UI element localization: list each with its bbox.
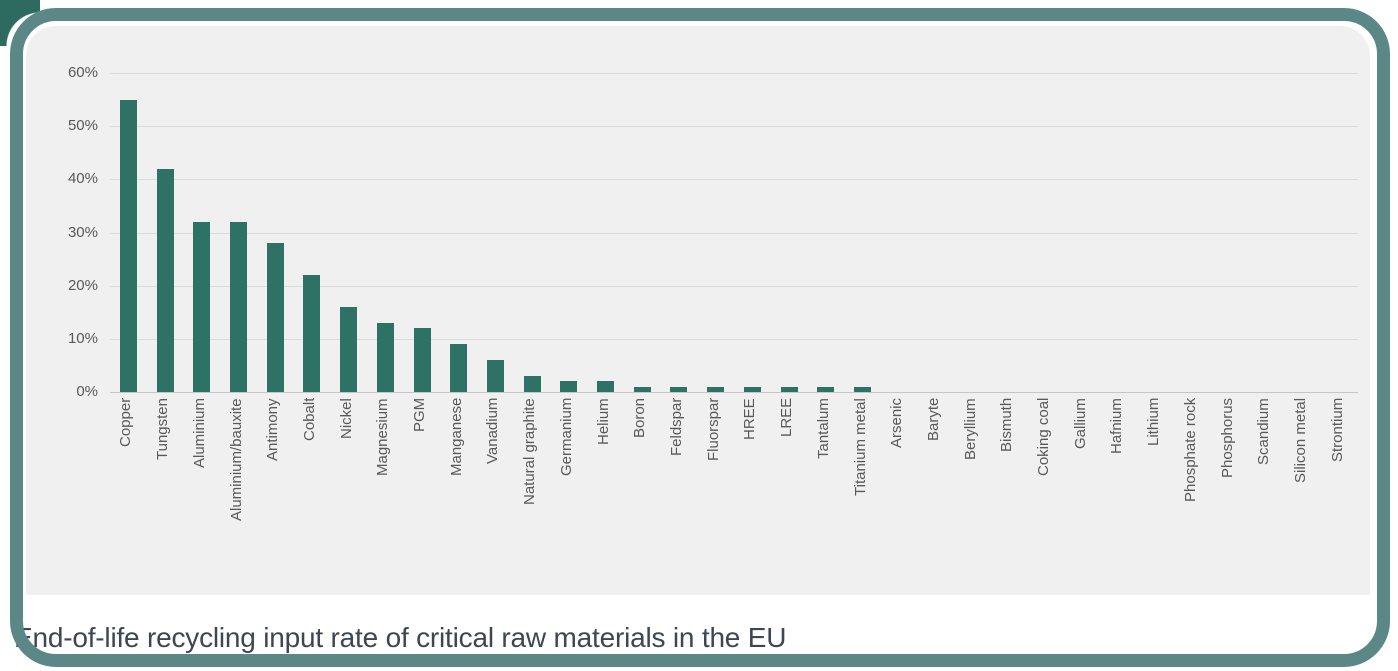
x-category-label: Lithium [1145,398,1163,447]
y-tick-label: 60% [67,64,98,81]
bar-pgm [413,328,431,392]
bar-manganese [450,344,468,392]
bar-fluorspar [707,386,725,392]
x-axis-category-labels: Copper Tungsten Aluminium Aluminium/bauxite… [110,398,1358,594]
x-category-label: Baryte [924,398,942,442]
x-category-label: Feldspar [667,398,685,457]
x-category-label: Manganese [447,398,465,477]
bar-tungsten [156,168,174,392]
bar-aluminium [193,221,211,392]
x-category-label: Nickel [337,398,355,439]
x-category-label: Hafnium [1108,398,1126,454]
y-tick-label: 10% [67,329,98,347]
x-category-label: Vanadium [484,398,502,465]
bar-boron [633,386,651,392]
x-category-label: Beryllium [961,398,979,460]
gridline [110,73,1358,74]
x-category-label: Titanium metal [851,398,869,496]
gridline [110,285,1358,287]
x-category-label: Copper [117,398,135,448]
bar-vanadium [486,360,504,392]
y-tick-label: 40% [67,170,98,188]
gridline [110,392,1358,393]
x-category-label: Cobalt [300,398,318,442]
bar-hree [743,386,761,392]
bar-germanium [560,381,578,392]
x-category-label: Natural graphite [521,398,539,505]
y-tick-label: 20% [67,276,98,294]
x-category-label: Arsenic [888,398,906,449]
x-category-label: Aluminium [190,398,208,469]
bar-titanium-metal [854,386,871,392]
x-category-label: LREE [778,398,796,438]
gridline [110,179,1358,181]
x-category-label: Magnesium [374,398,392,476]
x-category-label: Phosphorus [1218,398,1236,479]
x-category-label: Fluorspar [704,398,722,462]
x-category-label: PGM [411,398,428,433]
x-category-label: Aluminium/bauxite [227,398,245,521]
x-category-label: Phosphate rock [1181,398,1199,503]
x-category-label: Germanium [557,398,575,477]
bar-helium [597,381,614,392]
bar-feldspar [670,386,688,392]
gridline [110,232,1358,234]
x-category-label: Helium [594,398,612,445]
bar-antimony [266,243,284,392]
plot-area [110,73,1358,393]
figure-card: 0% 10% 20% 30% 40% 50% 60% Copper Tungsten Alumi… [10,8,1390,667]
chart-panel: 0% 10% 20% 30% 40% 50% 60% Copper Tungsten Alumi… [26,26,1370,595]
x-category-label: HREE [741,398,759,440]
x-category-label: Tungsten [154,398,172,460]
x-category-label: Boron [631,398,649,439]
bar-natural-graphite [523,376,541,392]
bar-magnesium [376,322,394,392]
x-category-label: Coking coal [1035,398,1052,477]
bar-aluminium-bauxite [230,221,247,392]
y-tick-label: 30% [67,223,98,241]
x-category-label: Tantalum [814,398,832,459]
figure-caption: End-of-life recycling input rate of crit… [14,622,787,653]
x-category-label: Scandium [1255,398,1273,465]
bar-cobalt [303,275,321,392]
y-tick-label: 0% [76,383,98,400]
bar-lree [780,386,798,392]
bar-tantalum [817,386,835,392]
x-category-label: Bismuth [998,398,1016,453]
x-category-label: Antimony [264,398,282,461]
x-category-label: Strontium [1328,398,1346,463]
x-category-label: Gallium [1071,398,1089,449]
gridline [110,338,1358,340]
bar-copper [119,99,137,392]
gridline [110,126,1358,128]
bar-nickel [340,306,358,392]
x-category-label: Silicon metal [1291,398,1309,484]
y-tick-label: 50% [67,117,98,135]
